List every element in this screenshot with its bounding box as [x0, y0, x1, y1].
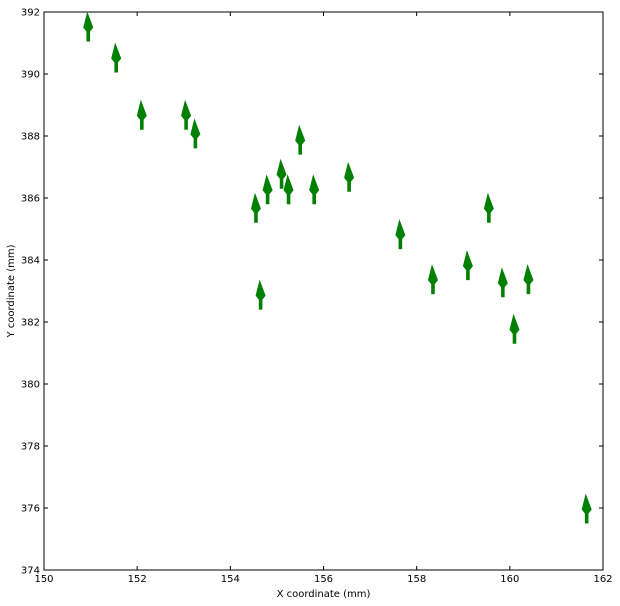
plot-area	[43, 11, 604, 571]
arrow-marker	[483, 192, 494, 223]
arrow-marker	[255, 279, 266, 310]
x-tick-label: 154	[221, 574, 240, 585]
arrow-marker	[523, 264, 534, 295]
arrow-marker	[181, 99, 192, 130]
arrow-marker	[136, 99, 147, 130]
arrow-marker	[462, 250, 473, 281]
arrow-marker	[497, 267, 508, 298]
x-axis-label: X coordinate (mm)	[277, 589, 371, 600]
x-tick-label: 156	[314, 574, 333, 585]
y-tick-label: 392	[21, 8, 40, 19]
arrow-series	[83, 11, 592, 524]
arrow-marker	[309, 174, 320, 205]
y-tick-label: 380	[21, 380, 40, 391]
x-tick-label: 150	[34, 574, 53, 585]
y-tick-label: 390	[21, 70, 40, 81]
x-tick-label: 152	[128, 574, 147, 585]
arrow-marker	[111, 42, 122, 73]
y-tick-label: 384	[21, 256, 40, 267]
x-tick-label: 160	[500, 574, 519, 585]
y-tick-label: 388	[21, 132, 40, 143]
y-tick-label: 376	[21, 504, 40, 515]
arrow-marker	[276, 158, 287, 189]
y-axis-label: Y coordinate (mm)	[6, 244, 17, 338]
arrow-marker	[83, 11, 94, 42]
arrow-marker	[395, 219, 406, 250]
arrow-marker	[581, 493, 592, 524]
x-tick-label: 158	[407, 574, 426, 585]
y-tick-label: 378	[21, 442, 40, 453]
y-tick-label: 374	[21, 566, 40, 577]
arrow-marker	[344, 161, 355, 192]
arrow-marker	[262, 174, 273, 205]
arrow-marker	[190, 118, 201, 149]
y-tick-label: 382	[21, 318, 40, 329]
x-tick-label: 162	[593, 574, 612, 585]
arrow-marker	[427, 264, 438, 295]
arrow-marker	[250, 192, 261, 223]
arrow-marker	[283, 174, 294, 205]
arrow-marker	[509, 313, 520, 344]
y-tick-label: 386	[21, 194, 40, 205]
tick-labels: 150 152 154 156 158 160 162 374 376 378 380 382 384 3…	[21, 8, 613, 586]
axis-ticks	[43, 11, 604, 571]
arrow-marker	[295, 124, 306, 155]
